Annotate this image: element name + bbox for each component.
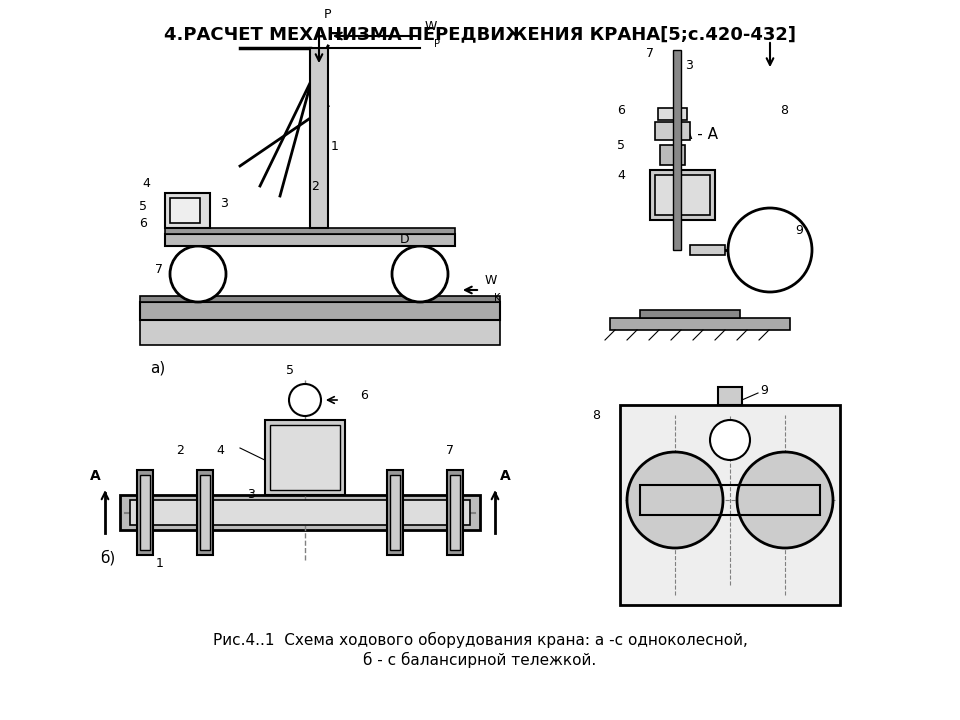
Bar (620, 405, 840, 605)
Text: 5: 5 (139, 199, 147, 212)
Text: 2: 2 (311, 179, 319, 192)
Text: 3: 3 (220, 197, 228, 210)
Bar (450, 475, 460, 550)
Bar (200, 475, 210, 550)
Text: 3: 3 (685, 58, 693, 71)
Text: 1: 1 (331, 140, 339, 153)
Text: А - А: А - А (682, 127, 718, 142)
Text: 5: 5 (617, 138, 625, 151)
Text: 6: 6 (139, 217, 147, 230)
Polygon shape (140, 320, 500, 345)
Text: D: D (400, 233, 410, 246)
Bar (197, 470, 213, 555)
Text: 9: 9 (760, 384, 768, 397)
Text: б - с балансирной тележкой.: б - с балансирной тележкой. (364, 652, 596, 668)
Text: А: А (89, 469, 101, 482)
Text: 6: 6 (617, 104, 625, 117)
Bar (660, 145, 685, 165)
Bar (655, 175, 710, 215)
Bar (120, 495, 480, 530)
Bar (130, 500, 470, 525)
Text: W: W (425, 20, 438, 33)
Text: 5: 5 (286, 364, 294, 377)
Bar (165, 228, 455, 234)
Text: 2: 2 (176, 444, 184, 456)
Text: 1: 1 (156, 557, 164, 570)
Circle shape (737, 452, 833, 548)
Bar (658, 108, 687, 120)
Circle shape (728, 208, 812, 292)
Text: 4: 4 (142, 176, 150, 189)
Circle shape (392, 246, 448, 302)
Text: 7: 7 (446, 444, 454, 456)
Text: А: А (499, 469, 511, 482)
Circle shape (289, 384, 321, 416)
Circle shape (170, 246, 226, 302)
Bar (270, 425, 340, 490)
Text: 3: 3 (247, 488, 255, 502)
Text: K: K (494, 293, 500, 303)
Text: 8: 8 (780, 104, 788, 117)
Text: Рис.4..1  Схема ходового оборудования крана: а -с одноколесной,: Рис.4..1 Схема ходового оборудования кра… (212, 632, 748, 648)
Text: 7: 7 (646, 47, 654, 60)
Text: 9: 9 (795, 223, 803, 236)
Text: 8: 8 (592, 408, 600, 421)
Bar (690, 245, 725, 255)
Circle shape (710, 420, 750, 460)
Bar (673, 50, 681, 250)
Text: а): а) (150, 360, 165, 375)
Bar (137, 470, 153, 555)
Bar (610, 318, 790, 330)
Bar (650, 170, 715, 220)
Bar (140, 302, 500, 320)
Bar (640, 310, 740, 318)
Bar (310, 48, 328, 228)
Text: б): б) (100, 550, 115, 566)
Bar (165, 234, 455, 246)
Bar (140, 475, 150, 550)
Text: 4: 4 (617, 168, 625, 181)
Bar (265, 420, 345, 495)
Text: 4.РАСЧЕТ МЕХАНИЗМА ПЕРЕДВИЖЕНИЯ КРАНА[5;с.420-432]: 4.РАСЧЕТ МЕХАНИЗМА ПЕРЕДВИЖЕНИЯ КРАНА[5;… (164, 25, 796, 43)
Text: 6: 6 (360, 389, 368, 402)
Bar (718, 387, 742, 405)
Text: W: W (485, 274, 497, 287)
Bar (165, 193, 210, 228)
Text: P: P (324, 8, 331, 21)
Text: 7: 7 (155, 263, 163, 276)
Text: P: P (434, 39, 440, 49)
Bar (140, 296, 500, 302)
Bar (655, 122, 690, 140)
Circle shape (627, 452, 723, 548)
Bar (447, 470, 463, 555)
Bar (170, 198, 200, 223)
Bar (387, 470, 403, 555)
Text: 4: 4 (216, 444, 224, 456)
Bar (390, 475, 400, 550)
Bar (640, 485, 820, 515)
